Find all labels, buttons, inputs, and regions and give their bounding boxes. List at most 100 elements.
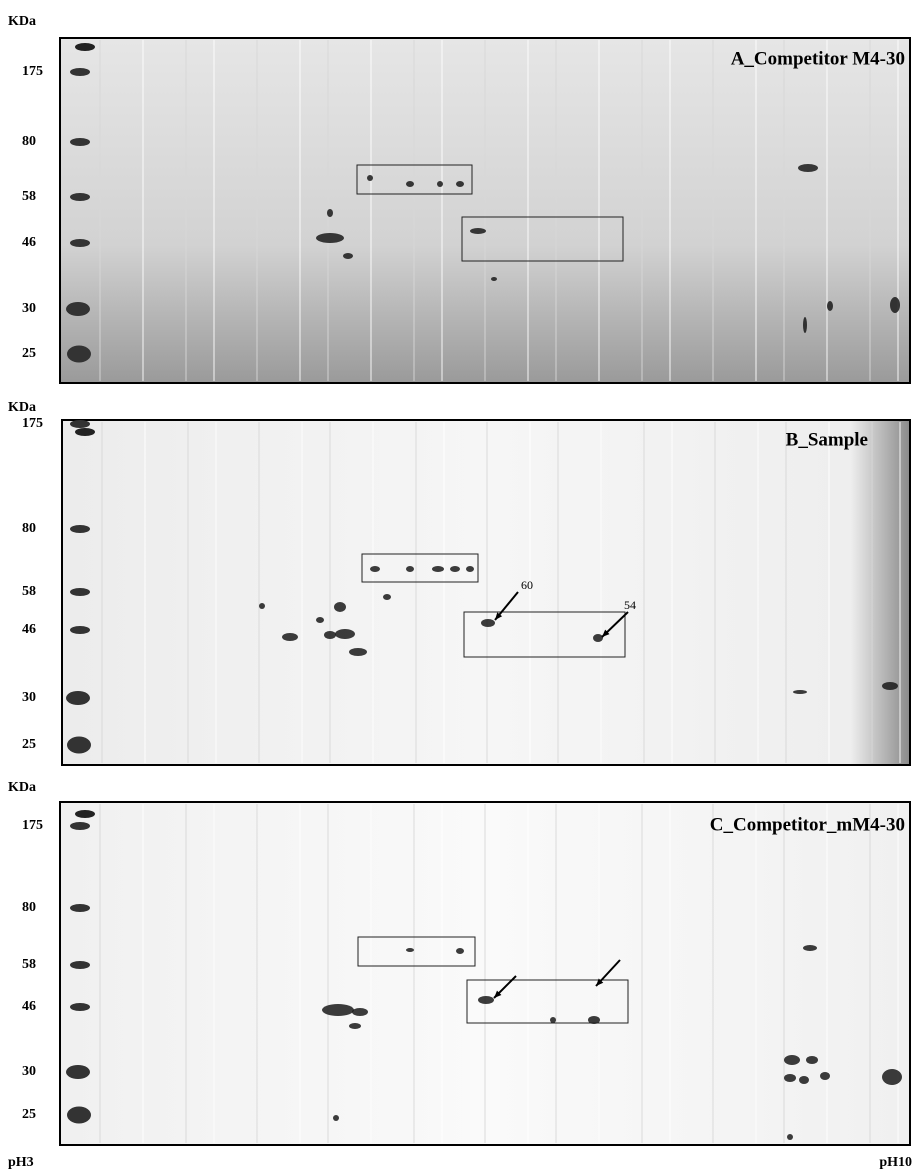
protein-spot xyxy=(787,1134,793,1140)
protein-spot xyxy=(803,945,817,951)
marker-label: 175 xyxy=(22,64,43,79)
protein-spot xyxy=(478,996,494,1004)
protein-spot xyxy=(316,233,344,243)
protein-spot xyxy=(456,181,464,187)
protein-spot xyxy=(349,648,367,656)
ladder-band xyxy=(70,961,90,969)
protein-spot xyxy=(406,181,414,187)
marker-label: 30 xyxy=(22,690,36,705)
protein-spot xyxy=(593,634,603,642)
ladder-band xyxy=(70,626,90,634)
marker-label: 30 xyxy=(22,1064,36,1079)
spot-label: 54 xyxy=(624,598,636,612)
unit-label: KDa xyxy=(8,780,36,795)
protein-spot xyxy=(333,1115,339,1121)
marker-label: 80 xyxy=(22,134,36,149)
marker-label: 46 xyxy=(22,235,36,250)
unit-label: KDa xyxy=(8,14,36,29)
ladder-band xyxy=(70,904,90,912)
protein-spot xyxy=(450,566,460,572)
marker-label: 46 xyxy=(22,999,36,1014)
protein-spot xyxy=(793,690,807,694)
page: {"panels": [ {"unit_label": "KDa", "titl… xyxy=(0,0,917,1172)
protein-spot xyxy=(820,1072,830,1080)
ladder-band xyxy=(66,1065,90,1079)
ladder-band xyxy=(66,691,90,705)
protein-spot xyxy=(882,1069,902,1085)
ladder-band xyxy=(66,302,90,316)
protein-spot xyxy=(456,948,464,954)
protein-spot xyxy=(890,297,900,313)
protein-spot xyxy=(327,209,333,217)
protein-spot xyxy=(466,566,474,572)
protein-spot xyxy=(803,317,807,333)
protein-spot xyxy=(383,594,391,600)
protein-spot xyxy=(799,1076,809,1084)
protein-spot xyxy=(437,181,443,187)
gel-panel: 175 80 58 46 30 25 KDa A_Competitor M4-30 xyxy=(8,14,910,383)
protein-spot xyxy=(316,617,324,623)
ladder-band xyxy=(75,43,95,51)
ladder-band xyxy=(70,1003,90,1011)
unit-label: KDa xyxy=(8,400,36,415)
protein-spot xyxy=(827,301,833,311)
protein-spot xyxy=(352,1008,368,1016)
ladder-band xyxy=(70,138,90,146)
ladder-band xyxy=(67,737,91,754)
protein-spot xyxy=(324,631,336,639)
ladder-band xyxy=(70,193,90,201)
ladder-band xyxy=(75,810,95,818)
ph-label: pH10 xyxy=(879,1155,912,1170)
protein-spot xyxy=(335,629,355,639)
spot-label: 60 xyxy=(521,578,533,592)
ladder-band xyxy=(70,68,90,76)
marker-label: 80 xyxy=(22,521,36,536)
marker-label: 25 xyxy=(22,346,36,361)
protein-spot xyxy=(491,277,497,281)
marker-label: 175 xyxy=(22,416,43,431)
protein-spot xyxy=(432,566,444,572)
marker-label: 25 xyxy=(22,737,36,752)
panel-title: B_Sample xyxy=(786,429,868,450)
protein-spot xyxy=(550,1017,556,1023)
protein-spot xyxy=(784,1074,796,1082)
panel-title: C_Competitor_mM4-30 xyxy=(710,814,905,835)
ladder-band xyxy=(67,1107,91,1124)
gel-panel: 175 80 58 46 30 25 60 54 KDa B_Sample xyxy=(8,400,910,765)
marker-label: 58 xyxy=(22,957,36,972)
protein-spot xyxy=(406,566,414,572)
protein-spot xyxy=(349,1023,361,1029)
protein-spot xyxy=(367,175,373,181)
protein-spot xyxy=(882,682,898,690)
protein-spot xyxy=(798,164,818,172)
protein-spot xyxy=(343,253,353,259)
marker-label: 58 xyxy=(22,584,36,599)
protein-spot xyxy=(259,603,265,609)
ladder-band xyxy=(67,346,91,363)
protein-spot xyxy=(806,1056,818,1064)
panel-title: A_Competitor M4-30 xyxy=(731,48,905,69)
gel-panel: 175 80 58 46 30 25 KDa C_Competitor_mM4-30 xyxy=(8,780,910,1145)
gel-image xyxy=(62,420,910,765)
marker-label: 58 xyxy=(22,189,36,204)
protein-spot xyxy=(784,1055,800,1065)
marker-label: 25 xyxy=(22,1107,36,1122)
ladder-band xyxy=(70,525,90,533)
protein-spot xyxy=(470,228,486,234)
ladder-band xyxy=(70,588,90,596)
figure: 175 80 58 46 30 25 KDa A_Competitor M4-30 175 80 5… xyxy=(0,0,917,1172)
content: 175 80 58 46 30 25 KDa A_Competitor M4-30 175 80 5… xyxy=(8,14,912,1170)
protein-spot xyxy=(481,619,495,627)
ladder-band xyxy=(70,822,90,830)
ladder-band xyxy=(75,428,95,436)
protein-spot xyxy=(322,1004,354,1016)
marker-label: 46 xyxy=(22,622,36,637)
protein-spot xyxy=(406,948,414,952)
ladder-band xyxy=(70,239,90,247)
ph-label: pH3 xyxy=(8,1155,34,1170)
marker-label: 80 xyxy=(22,900,36,915)
marker-label: 30 xyxy=(22,301,36,316)
marker-label: 175 xyxy=(22,818,43,833)
ladder-band xyxy=(70,420,90,428)
protein-spot xyxy=(282,633,298,641)
